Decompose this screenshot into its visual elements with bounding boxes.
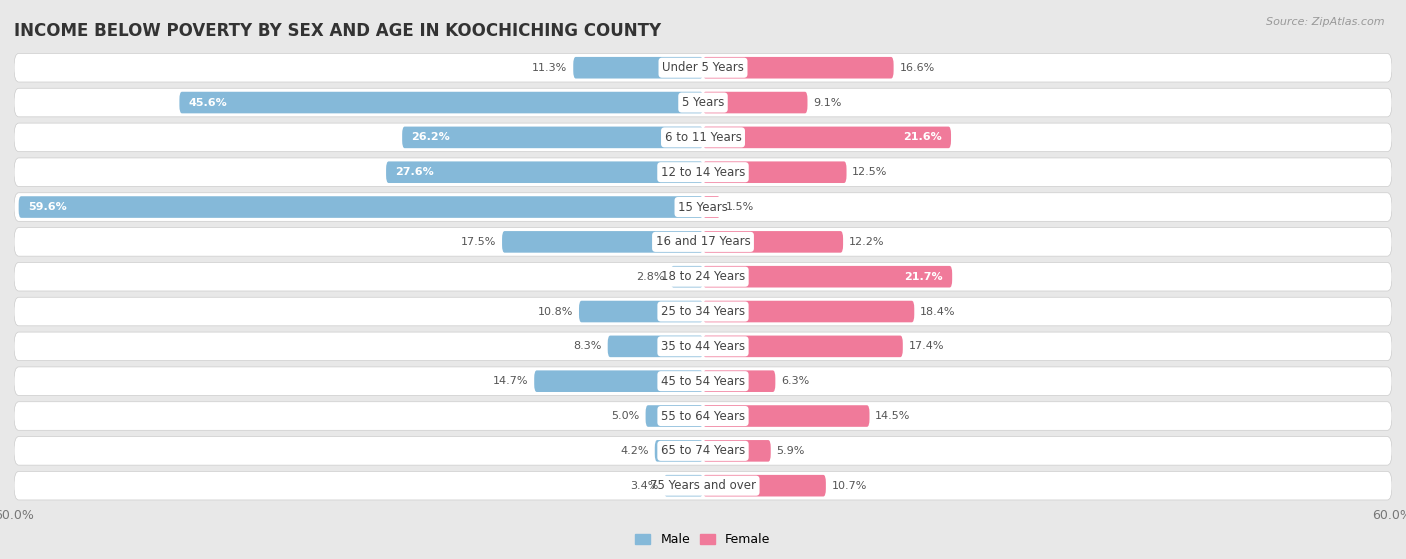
FancyBboxPatch shape — [14, 54, 1392, 82]
FancyBboxPatch shape — [703, 126, 950, 148]
FancyBboxPatch shape — [607, 335, 703, 357]
FancyBboxPatch shape — [574, 57, 703, 78]
FancyBboxPatch shape — [703, 405, 869, 427]
Text: 14.5%: 14.5% — [875, 411, 911, 421]
Text: 2.8%: 2.8% — [637, 272, 665, 282]
Text: 6 to 11 Years: 6 to 11 Years — [665, 131, 741, 144]
Text: 75 Years and over: 75 Years and over — [650, 479, 756, 492]
FancyBboxPatch shape — [703, 335, 903, 357]
Text: 21.7%: 21.7% — [904, 272, 943, 282]
Text: 3.4%: 3.4% — [630, 481, 658, 491]
FancyBboxPatch shape — [703, 92, 807, 113]
Text: 45.6%: 45.6% — [188, 98, 228, 107]
FancyBboxPatch shape — [703, 196, 720, 218]
Text: 26.2%: 26.2% — [412, 132, 450, 143]
Text: 59.6%: 59.6% — [28, 202, 66, 212]
FancyBboxPatch shape — [14, 471, 1392, 500]
FancyBboxPatch shape — [14, 158, 1392, 187]
Text: 5 Years: 5 Years — [682, 96, 724, 109]
FancyBboxPatch shape — [655, 440, 703, 462]
FancyBboxPatch shape — [703, 231, 844, 253]
FancyBboxPatch shape — [703, 266, 952, 287]
Text: 1.5%: 1.5% — [725, 202, 754, 212]
Text: 18 to 24 Years: 18 to 24 Years — [661, 270, 745, 283]
FancyBboxPatch shape — [18, 196, 703, 218]
Text: 18.4%: 18.4% — [920, 306, 956, 316]
FancyBboxPatch shape — [664, 475, 703, 496]
Text: 12 to 14 Years: 12 to 14 Years — [661, 165, 745, 179]
Text: 9.1%: 9.1% — [813, 98, 842, 107]
FancyBboxPatch shape — [534, 371, 703, 392]
Text: 8.3%: 8.3% — [574, 342, 602, 352]
Text: 25 to 34 Years: 25 to 34 Years — [661, 305, 745, 318]
FancyBboxPatch shape — [14, 88, 1392, 117]
FancyBboxPatch shape — [14, 193, 1392, 221]
FancyBboxPatch shape — [502, 231, 703, 253]
FancyBboxPatch shape — [14, 228, 1392, 256]
Text: 16 and 17 Years: 16 and 17 Years — [655, 235, 751, 248]
FancyBboxPatch shape — [703, 57, 894, 78]
FancyBboxPatch shape — [14, 402, 1392, 430]
FancyBboxPatch shape — [387, 162, 703, 183]
Text: Source: ZipAtlas.com: Source: ZipAtlas.com — [1267, 17, 1385, 27]
Text: Under 5 Years: Under 5 Years — [662, 61, 744, 74]
Text: 10.7%: 10.7% — [831, 481, 868, 491]
FancyBboxPatch shape — [14, 332, 1392, 361]
Text: 5.0%: 5.0% — [612, 411, 640, 421]
FancyBboxPatch shape — [703, 475, 825, 496]
FancyBboxPatch shape — [14, 437, 1392, 465]
FancyBboxPatch shape — [703, 440, 770, 462]
Text: 45 to 54 Years: 45 to 54 Years — [661, 375, 745, 388]
Text: 4.2%: 4.2% — [620, 446, 650, 456]
Text: 12.5%: 12.5% — [852, 167, 887, 177]
Text: 27.6%: 27.6% — [395, 167, 434, 177]
Legend: Male, Female: Male, Female — [630, 528, 776, 551]
Text: 10.8%: 10.8% — [538, 306, 574, 316]
Text: 35 to 44 Years: 35 to 44 Years — [661, 340, 745, 353]
FancyBboxPatch shape — [180, 92, 703, 113]
Text: 55 to 64 Years: 55 to 64 Years — [661, 410, 745, 423]
FancyBboxPatch shape — [14, 297, 1392, 326]
FancyBboxPatch shape — [703, 301, 914, 323]
Text: 15 Years: 15 Years — [678, 201, 728, 214]
Text: 12.2%: 12.2% — [849, 237, 884, 247]
FancyBboxPatch shape — [402, 126, 703, 148]
Text: INCOME BELOW POVERTY BY SEX AND AGE IN KOOCHICHING COUNTY: INCOME BELOW POVERTY BY SEX AND AGE IN K… — [14, 22, 661, 40]
Text: 16.6%: 16.6% — [900, 63, 935, 73]
Text: 6.3%: 6.3% — [782, 376, 810, 386]
FancyBboxPatch shape — [645, 405, 703, 427]
FancyBboxPatch shape — [14, 123, 1392, 151]
Text: 65 to 74 Years: 65 to 74 Years — [661, 444, 745, 457]
Text: 14.7%: 14.7% — [494, 376, 529, 386]
Text: 17.4%: 17.4% — [908, 342, 943, 352]
FancyBboxPatch shape — [703, 371, 775, 392]
Text: 5.9%: 5.9% — [776, 446, 804, 456]
Text: 17.5%: 17.5% — [461, 237, 496, 247]
FancyBboxPatch shape — [14, 367, 1392, 395]
FancyBboxPatch shape — [671, 266, 703, 287]
Text: 11.3%: 11.3% — [533, 63, 568, 73]
Text: 21.6%: 21.6% — [903, 132, 942, 143]
FancyBboxPatch shape — [14, 262, 1392, 291]
FancyBboxPatch shape — [579, 301, 703, 323]
FancyBboxPatch shape — [703, 162, 846, 183]
